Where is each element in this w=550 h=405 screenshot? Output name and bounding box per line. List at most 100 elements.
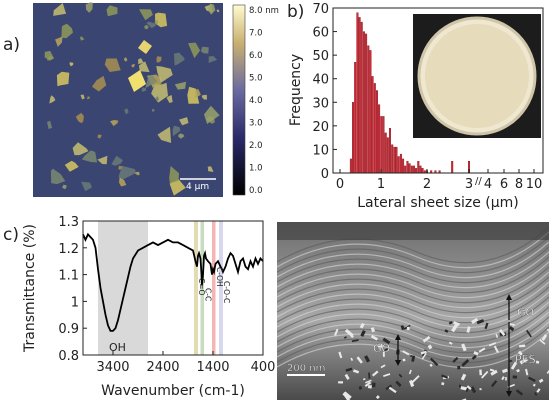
histogram-xtick-label: 2: [423, 177, 431, 192]
histogram-bar: [382, 116, 385, 174]
afm-flake: [169, 166, 179, 184]
sem-fiber: [370, 327, 376, 333]
sem-fiber: [461, 343, 467, 352]
afm-flake: [81, 181, 92, 192]
sem-fiber: [448, 341, 453, 345]
sem-fiber: [360, 329, 366, 337]
ftir-band: [219, 221, 223, 355]
axis-break-mark: //: [475, 176, 482, 187]
sem-dark-top: [277, 222, 549, 240]
sem-fiber: [489, 368, 495, 372]
sem-image-panel: 200 nm GO GO PES: [277, 222, 549, 400]
afm-flake: [79, 36, 85, 41]
afm-flake: [64, 160, 79, 172]
sem-fiber: [385, 384, 393, 391]
histogram-ytick-label: 0: [321, 167, 329, 182]
sem-fiber: [377, 343, 384, 349]
afm-flake: [124, 108, 129, 115]
sem-fiber: [536, 388, 541, 393]
sem-fiber: [460, 386, 468, 391]
histogram-ytick-label: 10: [312, 143, 329, 158]
afm-flake: [106, 5, 118, 17]
sem-fiber: [421, 352, 427, 360]
histogram-xtick-label: 6: [500, 177, 508, 192]
sem-ridge: [277, 306, 549, 344]
histogram-bar: [356, 12, 359, 174]
sem-fiber: [350, 334, 354, 339]
histogram-xtick-label: 8: [515, 177, 523, 192]
sem-fiber: [441, 382, 445, 386]
histogram-ytick-label: 40: [312, 73, 329, 88]
histogram-bar: [362, 31, 365, 174]
afm-flake: [72, 142, 89, 156]
ftir-spectrum-line: [82, 232, 264, 332]
afm-flake: [55, 36, 63, 47]
afm-flake: [200, 46, 209, 54]
histogram-bar: [360, 21, 363, 174]
sem-fiber: [501, 376, 505, 381]
sem-fiber: [411, 375, 420, 384]
sem-fiber: [471, 317, 479, 324]
sem-fiber: [370, 334, 378, 341]
sem-go-arrowhead-left-top: [395, 334, 401, 340]
afm-flake: [208, 3, 216, 15]
sem-fiber: [411, 355, 416, 362]
sem-fiber: [541, 334, 548, 341]
afm-flake: [144, 24, 149, 30]
ftir-band: [200, 221, 204, 355]
sem-fiber: [538, 378, 544, 383]
sem-fiber: [380, 364, 386, 369]
histogram-bar: [371, 76, 374, 174]
afm-colorbar-tick-label: 5.0: [249, 74, 263, 84]
afm-flake: [169, 179, 186, 196]
histogram-bar: [393, 146, 396, 174]
afm-flake: [53, 3, 67, 16]
histogram-bar: [399, 153, 402, 174]
afm-flake: [47, 120, 53, 129]
sem-fiber: [546, 369, 549, 374]
afm-flake: [75, 112, 84, 124]
histogram-bar: [402, 158, 405, 174]
histogram-bar: [386, 137, 389, 174]
afm-scale-label: 4 μm: [186, 182, 209, 192]
sem-fiber: [444, 329, 449, 333]
histogram-bar: [419, 165, 422, 174]
afm-flake: [123, 57, 128, 62]
afm-flake: [111, 155, 123, 166]
sem-fiber: [364, 355, 371, 363]
histogram-bar: [397, 156, 400, 174]
sem-fiber: [365, 379, 372, 384]
sem-fiber: [495, 333, 499, 339]
histogram-bar: [373, 83, 376, 174]
afm-flake: [204, 105, 220, 124]
sem-ridge: [277, 326, 549, 364]
ftir-xtick-label: 3400: [96, 360, 129, 375]
sem-fiber: [518, 344, 526, 348]
sem-fiber: [481, 370, 489, 379]
ftir-xlabel: Wavenumber (cm-1): [101, 383, 245, 399]
afm-flake: [62, 184, 67, 190]
sem-go-arrowhead-left-bottom: [395, 360, 401, 366]
sem-fiber: [535, 360, 540, 364]
sem-fiber: [343, 392, 351, 400]
sem-ridge: [277, 331, 549, 369]
histogram-bar: [380, 116, 383, 174]
sem-fiber: [528, 376, 536, 383]
histogram-bar: [367, 45, 370, 174]
afm-flake: [110, 120, 119, 127]
ftir-xtick-label: 400: [251, 360, 275, 375]
histogram-bar: [421, 168, 424, 174]
afm-flake: [85, 2, 93, 13]
sem-fiber: [351, 339, 359, 343]
afm-flake: [151, 82, 168, 103]
afm-colorbar-tick-label: 8.0 nm: [249, 6, 279, 16]
sem-fiber: [383, 347, 389, 352]
histogram-bar: [369, 50, 372, 174]
afm-flake: [97, 155, 108, 165]
sem-fiber: [473, 351, 479, 356]
sem-ridge: [277, 286, 549, 324]
sem-fiber: [534, 392, 538, 396]
sem-ridge: [277, 246, 549, 284]
histogram-bar: [451, 160, 454, 174]
sem-fiber: [453, 321, 460, 326]
